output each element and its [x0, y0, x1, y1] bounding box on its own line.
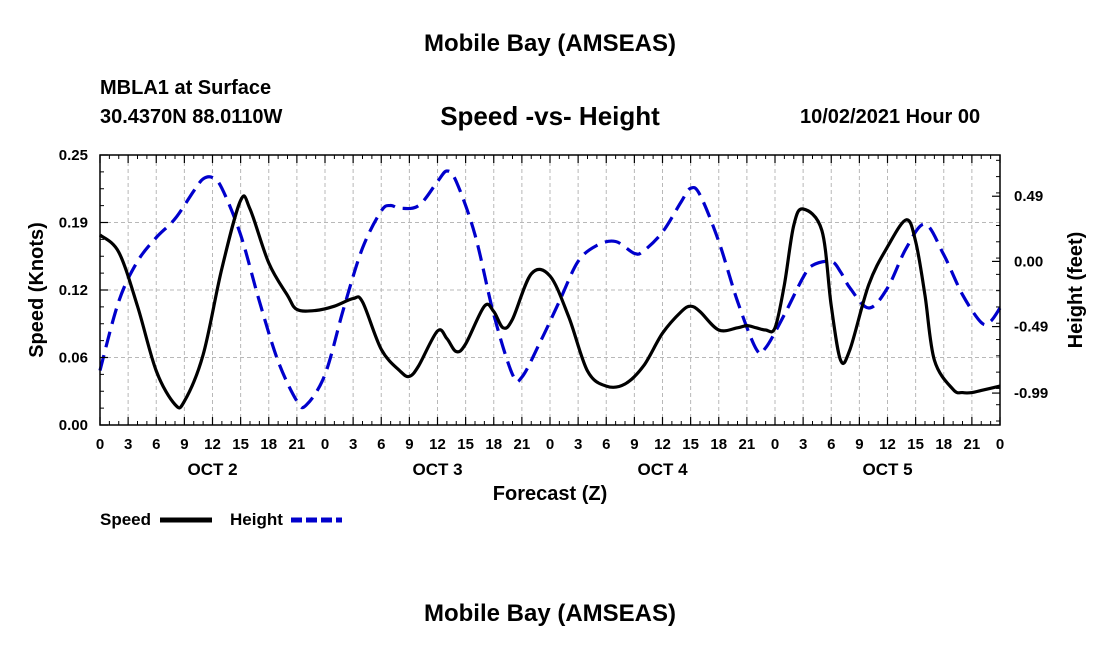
x-tick-label: 0	[771, 436, 779, 453]
x-tick-label: 3	[349, 436, 357, 453]
day-label: OCT 3	[412, 460, 462, 479]
x-tick-label: 6	[602, 436, 610, 453]
x-tick-label: 15	[907, 436, 924, 453]
y-left-tick-label: 0.25	[59, 147, 88, 164]
station-name: MBLA1 at Surface	[100, 77, 272, 99]
day-label: OCT 4	[637, 460, 688, 479]
day-label: OCT 2	[187, 460, 237, 479]
x-axis-label: Forecast (Z)	[493, 483, 607, 505]
x-tick-label: 6	[152, 436, 160, 453]
x-tick-label: 0	[96, 436, 104, 453]
axes: 0 3 6 9 12 15 18 21 0 3 6 9 12 15 18 21 0 3 6 9 12 15 18 21 0 3 6 9…	[59, 147, 1048, 479]
x-tick-label: 15	[457, 436, 474, 453]
y-axis-right-label: Height (feet)	[1065, 232, 1087, 349]
x-tick-label: 18	[710, 436, 727, 453]
x-tick-label: 9	[630, 436, 638, 453]
y-right-tick-label: -0.49	[1014, 319, 1048, 336]
x-tick-label: 9	[855, 436, 863, 453]
station-coordinates: 30.4370N 88.0110W	[100, 106, 283, 128]
x-tick-label: 18	[935, 436, 952, 453]
series-line-speed	[98, 194, 1001, 410]
x-tick-label: 12	[654, 436, 671, 453]
x-tick-label: 6	[827, 436, 835, 453]
y-left-tick-label: 0.06	[59, 350, 88, 367]
x-tick-label: 21	[964, 436, 981, 453]
x-tick-label: 12	[879, 436, 896, 453]
day-label: OCT 5	[862, 460, 912, 479]
page-title: Mobile Bay (AMSEAS)	[423, 30, 677, 57]
x-tick-label: 21	[289, 436, 306, 453]
x-tick-label: 0	[546, 436, 554, 453]
x-tick-label: 3	[124, 436, 132, 453]
series-line-height	[98, 169, 1002, 410]
x-tick-label: 9	[180, 436, 188, 453]
footer-title: Mobile Bay (AMSEAS)	[423, 600, 677, 627]
x-tick-label: 21	[514, 436, 531, 453]
grid	[100, 155, 1000, 425]
x-tick-label: 18	[485, 436, 502, 453]
y-right-tick-label: 0.00	[1014, 253, 1043, 270]
y-left-tick-label: 0.19	[59, 215, 88, 232]
x-tick-label: 15	[232, 436, 249, 453]
x-tick-label: 0	[321, 436, 329, 453]
x-tick-label: 12	[429, 436, 446, 453]
x-tick-label: 12	[204, 436, 221, 453]
x-tick-label: 9	[405, 436, 413, 453]
series-layer	[98, 169, 1002, 410]
x-tick-label: 15	[682, 436, 699, 453]
y-right-tick-label: 0.49	[1014, 188, 1043, 205]
x-tick-label: 3	[574, 436, 582, 453]
y-axis-left-label: Speed (Knots)	[26, 222, 48, 358]
y-right-tick-label: -0.99	[1014, 385, 1048, 402]
x-tick-label: 0	[996, 436, 1004, 453]
chart-title: Speed -vs- Height	[440, 101, 660, 131]
forecast-timestamp: 10/02/2021 Hour 00	[800, 106, 981, 128]
y-left-tick-label: 0.12	[59, 282, 88, 299]
x-tick-label: 21	[739, 436, 756, 453]
legend-speed-label: Speed	[100, 510, 151, 529]
legend: Speed Height	[100, 510, 342, 529]
x-tick-label: 18	[260, 436, 277, 453]
y-left-tick-label: 0.00	[59, 417, 88, 434]
legend-height-label: Height	[230, 510, 283, 529]
x-tick-label: 6	[377, 436, 385, 453]
x-tick-label: 3	[799, 436, 807, 453]
